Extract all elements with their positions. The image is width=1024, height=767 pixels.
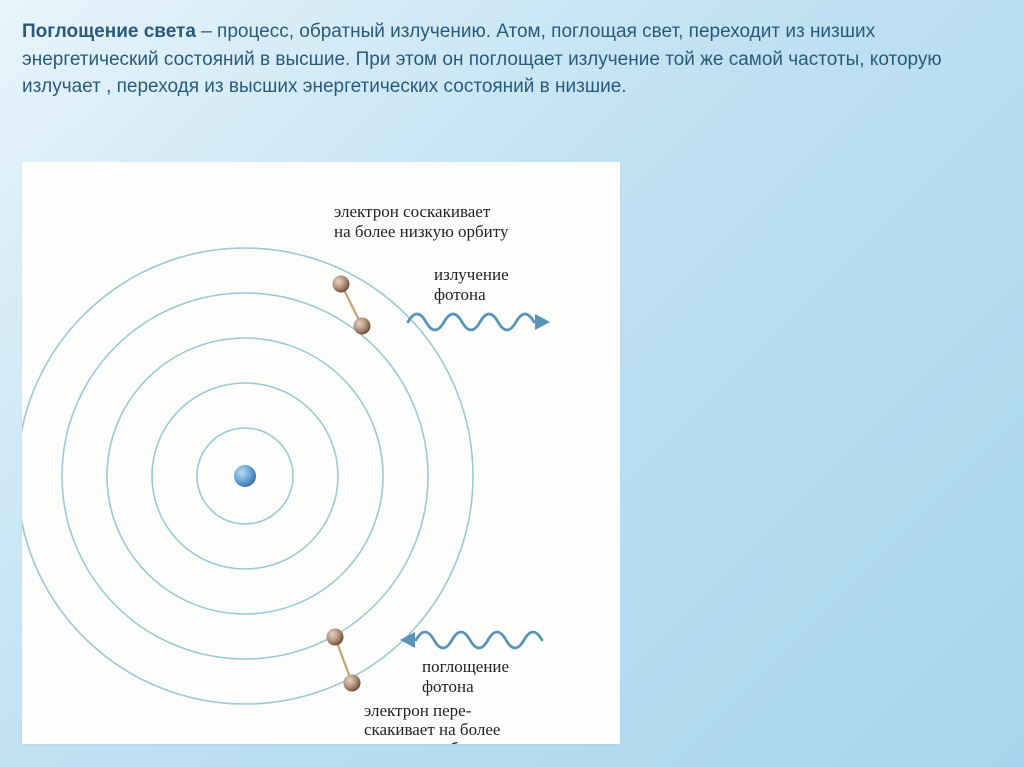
- photon-arrowhead-absorption: [400, 632, 415, 648]
- photon-wave-absorption: [416, 632, 542, 648]
- atom-diagram-svg: электрон соскакиваетна более низкую орби…: [22, 162, 620, 744]
- photon-arrowhead-emission: [535, 314, 550, 330]
- atom-diagram-panel: электрон соскакиваетна более низкую орби…: [22, 162, 620, 744]
- title-text: Поглощение света: [22, 21, 196, 42]
- label-jump-up: электрон пере-скакивает на болеевысокую …: [364, 701, 500, 744]
- electron-2: [327, 629, 344, 646]
- electron-1: [354, 318, 371, 335]
- nucleus: [234, 465, 256, 487]
- electron-0: [333, 276, 350, 293]
- photon-wave-emission: [408, 314, 534, 330]
- label-jump-down: электрон соскакиваетна более низкую орби…: [334, 202, 509, 241]
- label-emission-photon: излучениефотона: [434, 265, 509, 304]
- label-absorption-photon: поглощениефотона: [422, 657, 509, 696]
- electron-3: [344, 675, 361, 692]
- intro-paragraph: Поглощение света – процесс, обратный изл…: [0, 0, 1024, 111]
